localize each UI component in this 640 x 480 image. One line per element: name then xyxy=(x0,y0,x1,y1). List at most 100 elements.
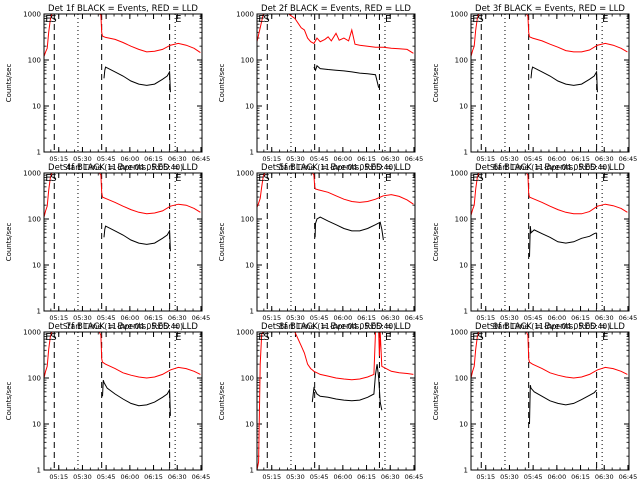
x-tick-label: 06:45 xyxy=(192,314,211,322)
x-tick-label: 06:15 xyxy=(571,473,590,480)
interval-marker-label: S xyxy=(477,173,483,184)
y-tick-label: 10 xyxy=(32,421,41,429)
x-tick-label: 06:45 xyxy=(192,155,211,163)
y-tick-label: 1 xyxy=(250,467,254,475)
x-tick-label: 06:45 xyxy=(619,314,638,322)
panel: Det 4f BLACK = Events, RED = LLD Counts/s… xyxy=(5,163,210,331)
x-tick-label: 06:00 xyxy=(120,314,139,322)
x-tick-label: 05:15 xyxy=(262,473,281,480)
x-tick-label: 06:15 xyxy=(571,314,590,322)
series-line-lld xyxy=(471,332,628,379)
y-tick-label: 100 xyxy=(455,57,468,65)
y-tick-label: 1 xyxy=(250,308,254,316)
panel: Det 2f BLACK = Events, RED = LLD Counts/s… xyxy=(218,4,423,172)
x-tick-label: 05:15 xyxy=(262,155,281,163)
x-tick-label: 05:30 xyxy=(73,473,92,480)
x-tick-label: 06:15 xyxy=(144,314,163,322)
y-tick-label: 1000 xyxy=(23,11,41,19)
series-line-lld xyxy=(471,173,628,216)
y-tick-label: 100 xyxy=(241,375,254,383)
y-tick-label: 1000 xyxy=(23,329,41,337)
interval-marker-label: E xyxy=(175,173,181,184)
x-axis-label: Start Time (11-Apr-04 05:05:40) xyxy=(63,163,183,172)
y-tick-label: 100 xyxy=(241,216,254,224)
interval-marker-label: E xyxy=(602,173,608,184)
y-tick-label: 1 xyxy=(250,149,254,157)
interval-marker-label: S xyxy=(50,14,56,25)
x-tick-label: 06:00 xyxy=(333,155,352,163)
series-line-lld xyxy=(44,173,201,218)
x-tick-label: 06:30 xyxy=(595,155,614,163)
x-tick-label: 06:45 xyxy=(405,473,424,480)
interval-marker-label: E xyxy=(385,14,391,25)
interval-marker-label: E xyxy=(175,332,181,343)
x-tick-label: 05:15 xyxy=(476,473,495,480)
x-tick-label: 05:15 xyxy=(262,314,281,322)
series-line-events xyxy=(314,216,384,241)
y-tick-label: 1000 xyxy=(236,11,254,19)
x-tick-label: 06:30 xyxy=(168,473,187,480)
series-line-events xyxy=(103,225,171,252)
plot-frame xyxy=(43,13,203,153)
y-axis-label: Counts/sec xyxy=(5,223,13,262)
x-tick-label: 05:45 xyxy=(97,314,116,322)
panel-title: Det 5f BLACK = Events, RED = LLD xyxy=(261,163,411,173)
x-axis-label: Start Time (11-Apr-04 05:05:40) xyxy=(63,322,183,331)
plot-frame xyxy=(43,331,203,471)
y-tick-label: 1000 xyxy=(23,170,41,178)
x-tick-label: 06:00 xyxy=(120,473,139,480)
series-line-lld xyxy=(257,14,414,54)
plot-frame xyxy=(470,331,630,471)
x-tick-label: 05:30 xyxy=(500,155,519,163)
x-tick-label: 06:30 xyxy=(595,473,614,480)
series-line-lld xyxy=(257,173,414,208)
y-tick-label: 100 xyxy=(241,57,254,65)
x-tick-label: 05:45 xyxy=(97,473,116,480)
panel: Det 5f BLACK = Events, RED = LLD Counts/s… xyxy=(218,163,423,331)
series-line-events xyxy=(102,379,171,416)
x-tick-label: 06:00 xyxy=(547,155,566,163)
interval-marker-label: S xyxy=(263,173,269,184)
series-line-lld xyxy=(44,14,201,57)
panel-title: Det 9f BLACK = Events, RED = LLD xyxy=(475,322,625,332)
y-tick-label: 1000 xyxy=(450,170,468,178)
series-line-events xyxy=(530,66,598,93)
x-tick-label: 05:45 xyxy=(97,155,116,163)
interval-marker-label: E xyxy=(602,14,608,25)
x-tick-label: 06:00 xyxy=(333,473,352,480)
interval-marker-label: E xyxy=(45,173,51,184)
x-tick-label: 05:30 xyxy=(286,314,305,322)
x-tick-label: 06:30 xyxy=(381,473,400,480)
y-tick-label: 10 xyxy=(245,262,254,270)
x-tick-label: 06:00 xyxy=(333,314,352,322)
panel-title: Det 3f BLACK = Events, RED = LLD xyxy=(475,4,625,14)
y-tick-label: 1 xyxy=(37,308,41,316)
x-tick-label: 06:15 xyxy=(357,155,376,163)
interval-marker-label: E xyxy=(258,14,264,25)
x-tick-label: 05:15 xyxy=(476,155,495,163)
panel: Det 7f BLACK = Events, RED = LLD Counts/s… xyxy=(5,322,210,480)
plot-frame xyxy=(470,13,630,153)
interval-marker-label: S xyxy=(477,332,483,343)
x-tick-label: 05:45 xyxy=(310,314,329,322)
y-axis-label: Counts/sec xyxy=(218,64,226,103)
y-tick-label: 100 xyxy=(455,375,468,383)
panel-title: Det 2f BLACK = Events, RED = LLD xyxy=(261,4,411,14)
interval-marker-label: E xyxy=(472,14,478,25)
interval-marker-label: E xyxy=(385,173,391,184)
interval-marker-label: S xyxy=(477,14,483,25)
x-axis-label: Start Time (11-Apr-04 05:05:40) xyxy=(276,163,396,172)
x-tick-label: 06:15 xyxy=(357,314,376,322)
interval-marker-label: E xyxy=(385,332,391,343)
x-tick-label: 06:15 xyxy=(144,473,163,480)
panel-title: Det 6f BLACK = Events, RED = LLD xyxy=(475,163,625,173)
y-axis-label: Counts/sec xyxy=(432,64,440,103)
series-line-events xyxy=(311,364,383,411)
x-tick-label: 06:00 xyxy=(547,314,566,322)
y-tick-label: 10 xyxy=(32,262,41,270)
panel: Det 9f BLACK = Events, RED = LLD Counts/s… xyxy=(432,322,637,480)
x-tick-label: 05:45 xyxy=(524,155,543,163)
interval-marker-label: E xyxy=(258,173,264,184)
